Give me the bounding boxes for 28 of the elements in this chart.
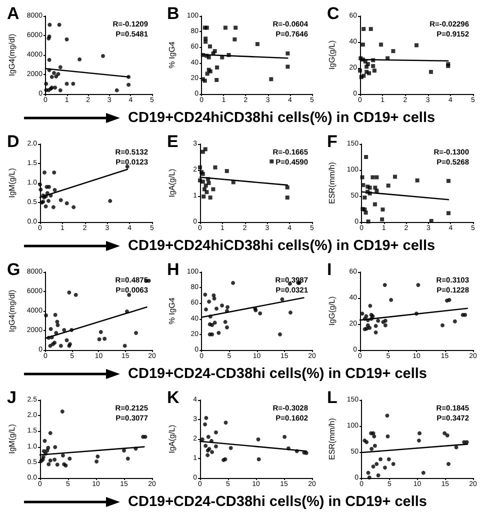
x-axis-title: CD19+CD24-CD38hi cells(%) in CD19+ cells <box>128 366 427 382</box>
chart-title: J <box>7 388 16 407</box>
y-axis-title: ESR(mm/h) <box>328 418 336 460</box>
x-axis-title: CD19+CD24-CD38hi cells(%) in CD19+ cells <box>128 494 427 510</box>
chart-title: G <box>7 260 20 279</box>
y-axis-title: IgG4(mg/dl) <box>8 290 16 332</box>
chart-title: I <box>327 260 332 279</box>
x-axis-title: CD19+CD24hiCD38hi cells(%) in CD19+ cells <box>128 110 436 126</box>
chart-title: H <box>167 260 180 279</box>
y-axis-title: IgG(g/L) <box>328 296 336 326</box>
y-axis-title: IgA(g/L) <box>168 168 176 198</box>
chart-title: K <box>167 388 180 407</box>
y-axis-title: % IgG4 <box>168 41 176 68</box>
chart-title: E <box>167 132 178 151</box>
chart-title: L <box>327 388 338 407</box>
y-axis-title: IgM(g/L) <box>8 168 16 198</box>
y-axis-title: % IgG4 <box>168 297 176 324</box>
y-axis-title: IgM(g/L) <box>8 424 16 454</box>
y-axis-title: ESR(mm/h) <box>328 162 336 204</box>
y-axis-title: IgG4(mg/dl) <box>8 34 16 76</box>
chart-title: B <box>167 4 180 23</box>
chart-title: F <box>327 132 338 151</box>
y-axis-title: IgG(g/L) <box>328 40 336 70</box>
chart-title: C <box>327 4 340 23</box>
chart-title: A <box>7 4 20 23</box>
y-axis-title: IgA(g/L) <box>168 424 176 454</box>
chart-title: D <box>7 132 20 151</box>
x-axis-title: CD19+CD24hiCD38hi cells(%) in CD19+ cells <box>128 238 436 254</box>
